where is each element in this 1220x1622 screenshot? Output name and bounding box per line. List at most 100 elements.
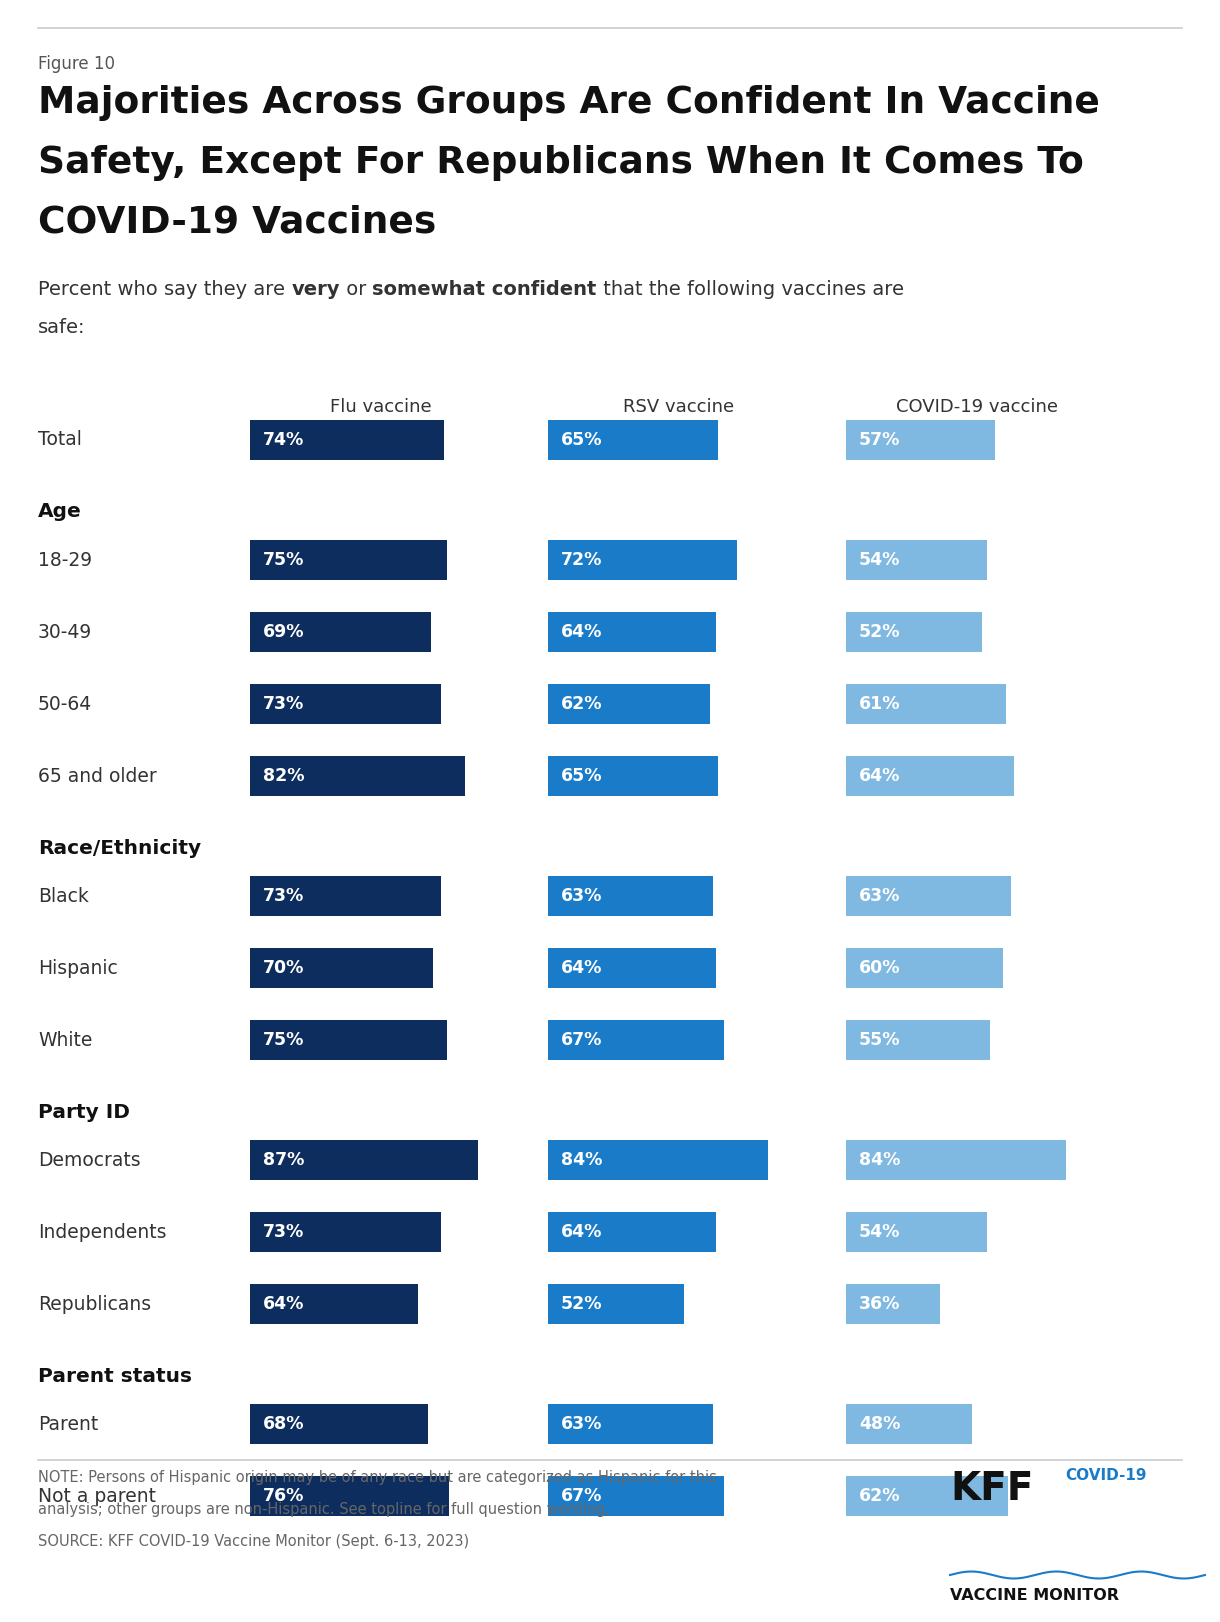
Text: 63%: 63% [859, 887, 900, 905]
Bar [250, 540, 447, 581]
Bar [250, 756, 465, 796]
Text: 62%: 62% [859, 1487, 900, 1505]
Text: 55%: 55% [859, 1032, 900, 1049]
Bar [250, 1020, 447, 1061]
Text: NOTE: Persons of Hispanic origin may be of any race but are categorized as Hispa: NOTE: Persons of Hispanic origin may be … [38, 1470, 717, 1486]
Text: 63%: 63% [561, 1414, 603, 1432]
Text: 64%: 64% [859, 767, 900, 785]
Text: Total: Total [38, 430, 82, 449]
Text: that the following vaccines are: that the following vaccines are [597, 281, 904, 298]
Text: Percent who say they are: Percent who say they are [38, 281, 292, 298]
Bar [250, 947, 433, 988]
Bar [250, 1285, 417, 1324]
Bar [250, 684, 442, 723]
Text: RSV vaccine: RSV vaccine [623, 397, 734, 415]
Text: or: or [339, 281, 372, 298]
Text: 72%: 72% [561, 551, 603, 569]
Text: 73%: 73% [264, 1223, 304, 1241]
Text: Black: Black [38, 887, 89, 905]
Text: Parent status: Parent status [38, 1366, 192, 1385]
Bar [250, 1212, 442, 1252]
Text: safe:: safe: [38, 318, 85, 337]
Bar [845, 1476, 1009, 1517]
Text: Figure 10: Figure 10 [38, 55, 115, 73]
Bar [548, 1476, 723, 1517]
Text: 62%: 62% [561, 694, 603, 714]
Text: 57%: 57% [859, 431, 900, 449]
Text: Democrats: Democrats [38, 1150, 140, 1169]
Bar [548, 1285, 684, 1324]
Bar [845, 876, 1011, 916]
Text: 65%: 65% [561, 431, 603, 449]
Text: 73%: 73% [264, 887, 304, 905]
Text: analysis; other groups are non-Hispanic. See topline for full question wording.: analysis; other groups are non-Hispanic.… [38, 1502, 610, 1517]
Bar [548, 420, 719, 461]
Text: 75%: 75% [264, 1032, 304, 1049]
Text: 64%: 64% [561, 959, 603, 976]
Text: 67%: 67% [561, 1487, 603, 1505]
Bar [548, 1140, 769, 1179]
Bar [845, 1212, 987, 1252]
Bar [548, 876, 712, 916]
Text: 64%: 64% [561, 1223, 603, 1241]
Text: Age: Age [38, 503, 82, 522]
Text: 18-29: 18-29 [38, 550, 93, 569]
Text: Flu vaccine: Flu vaccine [331, 397, 432, 415]
Bar [845, 1140, 1066, 1179]
Bar [548, 1020, 723, 1061]
Text: 82%: 82% [264, 767, 305, 785]
Text: VACCINE MONITOR: VACCINE MONITOR [950, 1588, 1119, 1603]
Text: 73%: 73% [264, 694, 304, 714]
Text: Republicans: Republicans [38, 1294, 151, 1314]
Bar [548, 611, 716, 652]
Text: 52%: 52% [561, 1294, 603, 1312]
Text: 84%: 84% [561, 1152, 603, 1169]
Bar [845, 420, 996, 461]
Text: 76%: 76% [264, 1487, 304, 1505]
Text: 70%: 70% [264, 959, 304, 976]
Bar [548, 540, 737, 581]
Text: 68%: 68% [264, 1414, 305, 1432]
Bar [845, 611, 982, 652]
Text: 84%: 84% [859, 1152, 900, 1169]
Bar [548, 684, 710, 723]
Text: 65 and older: 65 and older [38, 767, 156, 785]
Text: Not a parent: Not a parent [38, 1486, 156, 1505]
Text: KFF: KFF [950, 1470, 1033, 1508]
Text: Safety, Except For Republicans When It Comes To: Safety, Except For Republicans When It C… [38, 144, 1083, 182]
Bar [845, 1020, 991, 1061]
Text: 54%: 54% [859, 551, 900, 569]
Bar [250, 1476, 449, 1517]
Text: 75%: 75% [264, 551, 304, 569]
Bar [548, 756, 719, 796]
Text: Parent: Parent [38, 1414, 99, 1434]
Text: Independents: Independents [38, 1223, 166, 1241]
Text: 69%: 69% [264, 623, 305, 641]
Text: Majorities Across Groups Are Confident In Vaccine: Majorities Across Groups Are Confident I… [38, 84, 1100, 122]
Text: SOURCE: KFF COVID-19 Vaccine Monitor (Sept. 6-13, 2023): SOURCE: KFF COVID-19 Vaccine Monitor (Se… [38, 1534, 470, 1549]
Bar [845, 684, 1005, 723]
Bar [845, 540, 987, 581]
Bar [548, 1212, 716, 1252]
Bar [845, 1285, 941, 1324]
Text: Hispanic: Hispanic [38, 959, 118, 978]
Bar [548, 947, 716, 988]
Text: Party ID: Party ID [38, 1103, 129, 1121]
Text: COVID-19 vaccine: COVID-19 vaccine [895, 397, 1058, 415]
Bar [250, 876, 442, 916]
Text: 74%: 74% [264, 431, 304, 449]
Text: 30-49: 30-49 [38, 623, 93, 641]
Text: 67%: 67% [561, 1032, 603, 1049]
Text: 64%: 64% [264, 1294, 304, 1312]
Bar [548, 1405, 712, 1444]
Bar [845, 756, 1014, 796]
Text: 60%: 60% [859, 959, 900, 976]
Text: COVID-19 Vaccines: COVID-19 Vaccines [38, 204, 437, 242]
Bar [250, 1140, 478, 1179]
Text: COVID-19: COVID-19 [1065, 1468, 1147, 1483]
Bar [250, 1405, 428, 1444]
Bar [845, 947, 1003, 988]
Text: 48%: 48% [859, 1414, 900, 1432]
Bar [845, 1405, 972, 1444]
Bar [250, 611, 431, 652]
